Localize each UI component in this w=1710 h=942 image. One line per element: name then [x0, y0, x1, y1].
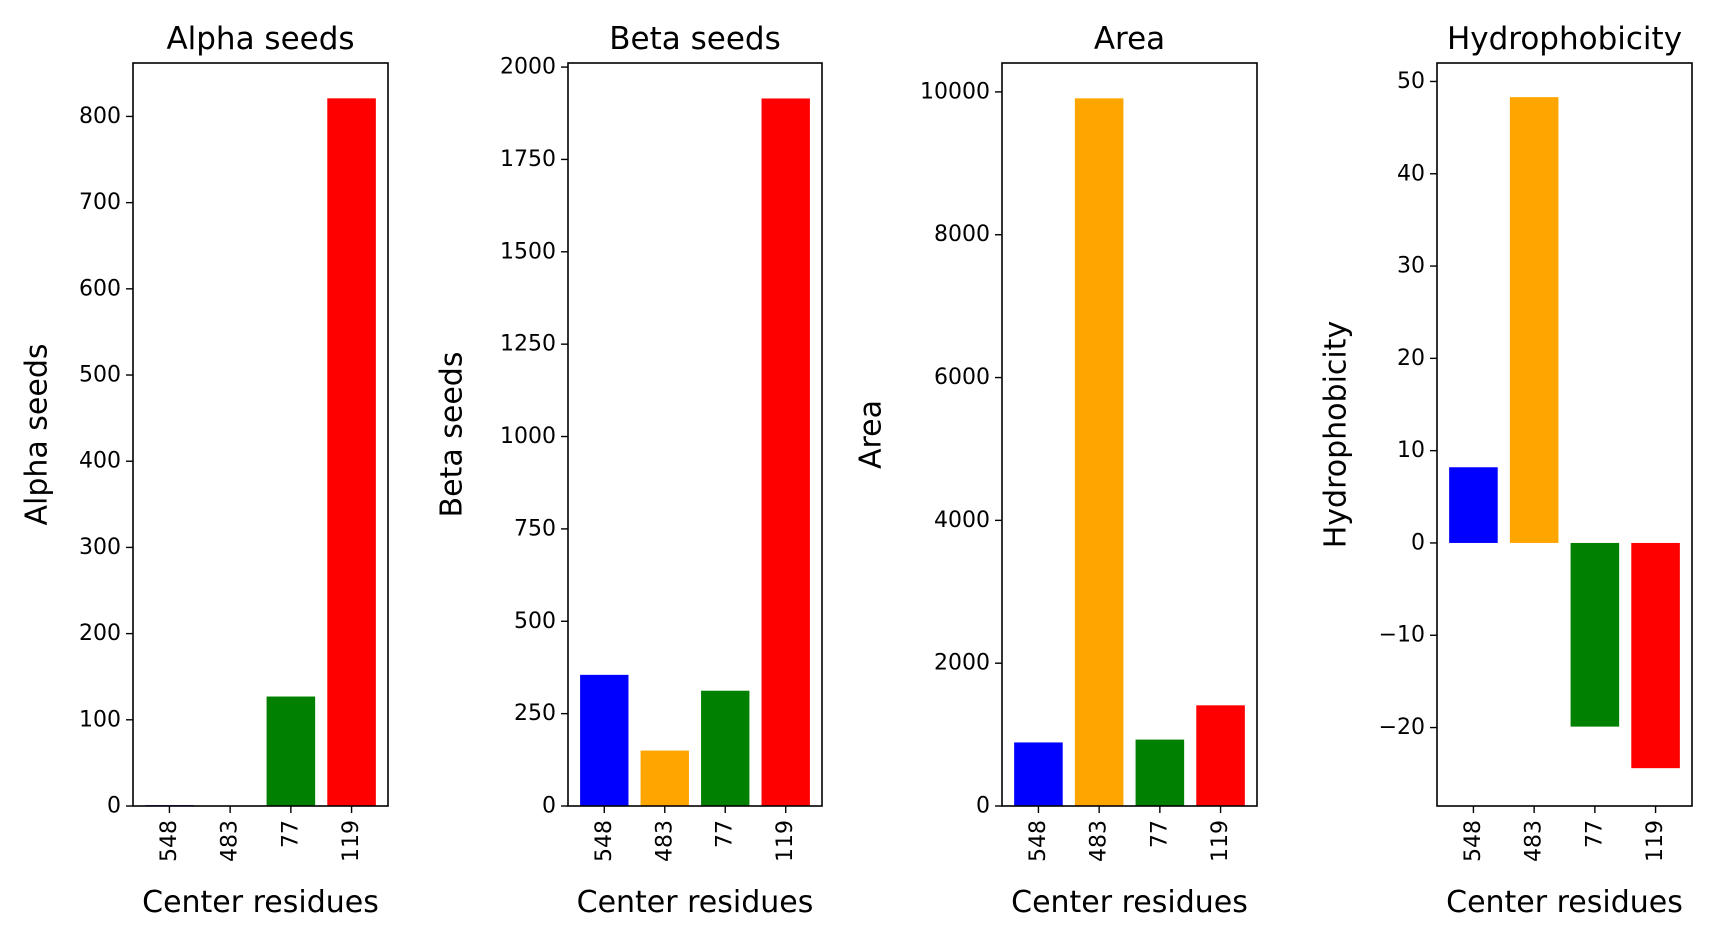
bar-483	[640, 750, 689, 806]
y-tick-label: 20	[1397, 346, 1425, 371]
x-tick-label: 548	[1461, 820, 1486, 862]
y-tick-label: 2000	[934, 651, 990, 676]
y-axis-title: Beta seeds	[435, 352, 470, 518]
y-axis-title: Area	[854, 400, 889, 469]
bar-77	[1570, 542, 1620, 727]
y-tick-label: 8000	[934, 222, 990, 247]
bar-77	[701, 690, 750, 806]
plot-frame	[1001, 62, 1258, 807]
x-tick-label: 77	[278, 820, 303, 848]
y-tick-label: 200	[79, 621, 121, 646]
chart-panel-3: 0 2000 4000 6000 8000 10000 548 483 77 119 Area Cen…	[854, 21, 1258, 920]
bar-119	[761, 98, 810, 806]
bar-77	[266, 696, 316, 806]
y-tick-label: −20	[1379, 715, 1425, 740]
y-tick-label: 1250	[500, 332, 556, 357]
y-tick-label: 400	[79, 449, 121, 474]
bar-77	[1135, 739, 1185, 806]
bar-119	[1196, 705, 1245, 806]
y-tick-label: 300	[79, 535, 121, 560]
x-tick-label: 77	[1582, 820, 1607, 848]
panel-title: Area	[1094, 21, 1165, 57]
panel-title: Alpha seeds	[166, 21, 354, 57]
y-tick-label: 700	[79, 190, 121, 215]
y-tick-label: 30	[1397, 254, 1425, 279]
panel-title: Hydrophobicity	[1447, 21, 1682, 57]
y-tick-label: 10	[1397, 438, 1425, 463]
y-tick-label: 100	[79, 707, 121, 732]
x-tick-label: 548	[1026, 820, 1051, 862]
x-axis-title: Center residues	[142, 885, 379, 920]
plot-frame	[132, 62, 389, 807]
y-tick-label: 0	[542, 794, 556, 819]
y-axis-title: Hydrophobicity	[1319, 321, 1354, 549]
y-tick-label: 0	[976, 794, 990, 819]
x-tick-label: 483	[1522, 820, 1547, 862]
bar-483	[1074, 98, 1124, 807]
y-tick-label: 1000	[500, 424, 556, 449]
y-tick-label: 0	[107, 794, 121, 819]
bar-119	[1631, 542, 1680, 769]
x-tick-label: 119	[1643, 820, 1668, 862]
y-tick-label: 10000	[920, 79, 990, 104]
x-tick-label: 548	[157, 820, 182, 862]
y-tick-label: 1500	[500, 239, 556, 264]
y-tick-label: 750	[514, 516, 556, 541]
plot-frame	[1436, 62, 1693, 807]
x-axis-title: Center residues	[577, 885, 814, 920]
chart-panel-1: 0 100 200 300 400 500 600 700 800 548 483 77 119 Alph…	[20, 21, 389, 920]
y-tick-label: 1750	[500, 147, 556, 172]
bar-483	[1509, 97, 1559, 543]
y-axis-title: Alpha seeds	[20, 343, 55, 525]
x-tick-label: 77	[713, 820, 738, 848]
y-tick-label: 50	[1397, 69, 1425, 94]
plot-frame	[567, 62, 823, 807]
x-tick-label: 77	[1147, 820, 1172, 848]
y-tick-label: 4000	[934, 508, 990, 533]
x-tick-label: 119	[1208, 820, 1233, 862]
y-tick-label: 0	[1411, 530, 1425, 555]
x-axis-title: Center residues	[1011, 885, 1248, 920]
y-tick-label: 6000	[934, 365, 990, 390]
y-tick-label: −10	[1379, 623, 1425, 648]
y-tick-label: 500	[79, 363, 121, 388]
y-tick-label: 500	[514, 609, 556, 634]
y-tick-label: 250	[514, 701, 556, 726]
x-axis-title: Center residues	[1446, 885, 1683, 920]
bar-548	[580, 674, 629, 806]
y-tick-label: 40	[1397, 161, 1425, 186]
bar-548	[1449, 467, 1498, 543]
y-tick-label: 2000	[500, 55, 556, 80]
bar-548	[1014, 742, 1063, 806]
y-tick-label: 800	[79, 104, 121, 129]
x-tick-label: 483	[218, 820, 243, 862]
x-tick-label: 483	[1087, 820, 1112, 862]
x-tick-label: 483	[652, 820, 677, 862]
panel-title: Beta seeds	[609, 21, 780, 57]
chart-panel-2: 0 250 500 750 1000 1250 1500 1750 2000 548 483 77 11…	[435, 21, 823, 920]
x-tick-label: 119	[339, 820, 364, 862]
x-tick-label: 119	[773, 820, 798, 862]
x-tick-label: 548	[592, 820, 617, 862]
bar-119	[327, 98, 376, 806]
y-tick-label: 600	[79, 276, 121, 301]
chart-panel-4: −20 −10 0 10 20 30 40 50 548 483 77 119 Hydrophobici…	[1319, 21, 1693, 920]
